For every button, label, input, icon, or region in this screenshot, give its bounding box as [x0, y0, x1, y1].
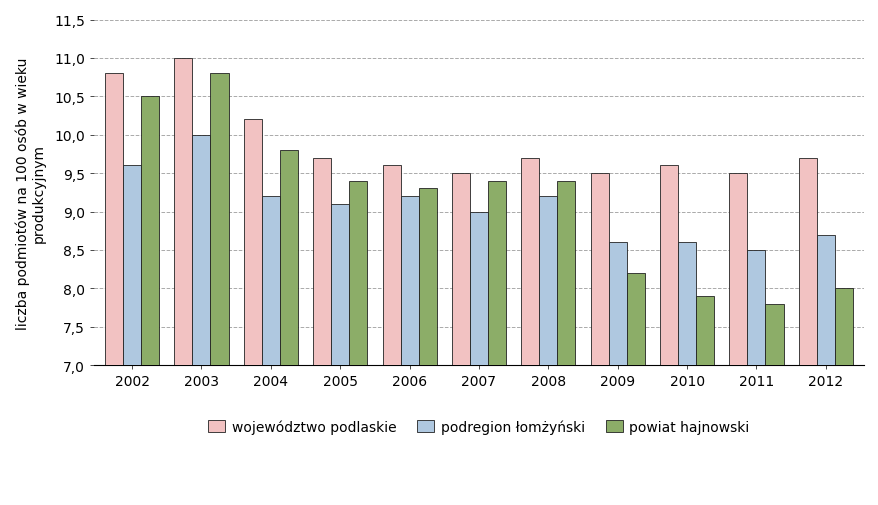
Bar — [262, 197, 279, 366]
Bar — [557, 181, 575, 366]
Bar — [521, 159, 539, 366]
Bar — [765, 304, 782, 366]
Bar — [816, 235, 834, 366]
Bar — [677, 243, 695, 366]
Bar — [626, 273, 644, 366]
Bar — [192, 135, 210, 366]
Bar — [279, 151, 298, 366]
Bar — [746, 250, 765, 366]
Bar — [400, 197, 418, 366]
Bar — [313, 159, 331, 366]
Bar — [141, 97, 159, 366]
Bar — [539, 197, 557, 366]
Bar — [487, 181, 506, 366]
Bar — [608, 243, 626, 366]
Legend: województwo podlaskie, podregion łomżyński, powiat hajnowski: województwo podlaskie, podregion łomżyńs… — [203, 414, 754, 439]
Bar — [798, 159, 816, 366]
Bar — [104, 74, 123, 366]
Bar — [331, 205, 349, 366]
Bar — [470, 212, 487, 366]
Bar — [418, 189, 436, 366]
Bar — [729, 174, 746, 366]
Bar — [695, 296, 713, 366]
Bar — [349, 181, 367, 366]
Bar — [590, 174, 608, 366]
Bar — [174, 59, 192, 366]
Bar — [123, 166, 141, 366]
Bar — [243, 120, 262, 366]
Bar — [210, 74, 228, 366]
Bar — [659, 166, 677, 366]
Bar — [382, 166, 400, 366]
Bar — [451, 174, 470, 366]
Bar — [834, 289, 852, 366]
Y-axis label: liczba podmiotów na 100 osób w wieku
produkcyjnym: liczba podmiotów na 100 osób w wieku pro… — [15, 57, 46, 329]
